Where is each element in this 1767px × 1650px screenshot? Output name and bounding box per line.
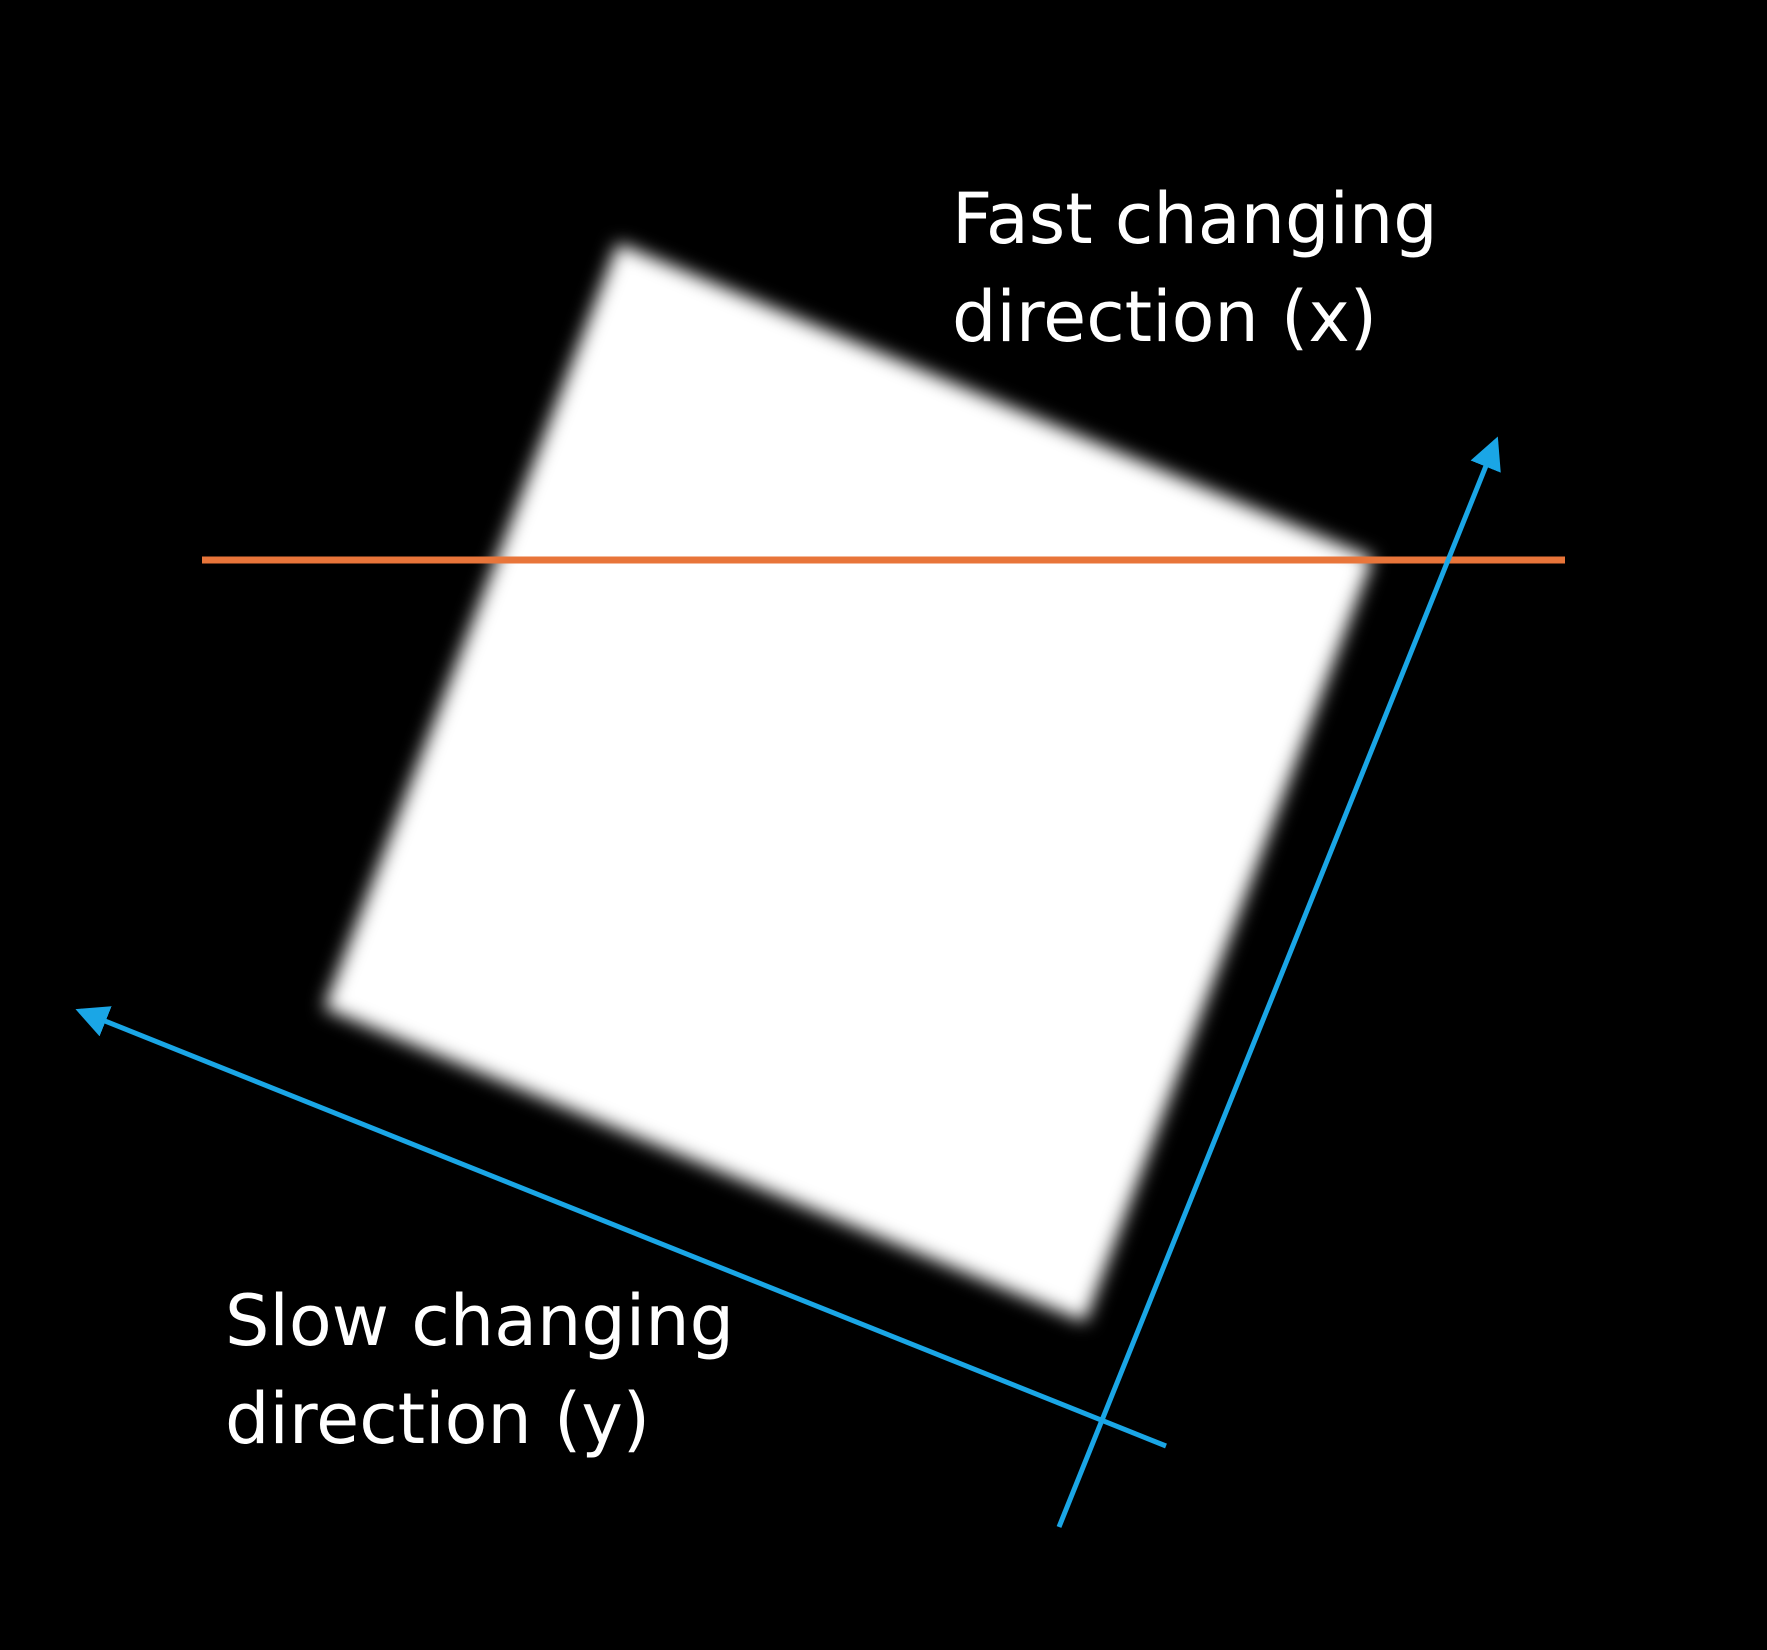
fast-label-line-1: Fast changing	[952, 178, 1438, 260]
slow-direction-label: Slow changing direction (y)	[225, 1272, 734, 1468]
slow-direction-arrow	[75, 1006, 1167, 1449]
fast-direction-arrow	[1056, 436, 1501, 1528]
bright-square	[324, 243, 1373, 1322]
fast-direction-label: Fast changing direction (x)	[952, 170, 1438, 366]
fast-label-line-2: direction (x)	[952, 276, 1378, 358]
slow-label-line-1: Slow changing	[225, 1280, 735, 1362]
slow-label-line-2: direction (y)	[225, 1378, 651, 1460]
